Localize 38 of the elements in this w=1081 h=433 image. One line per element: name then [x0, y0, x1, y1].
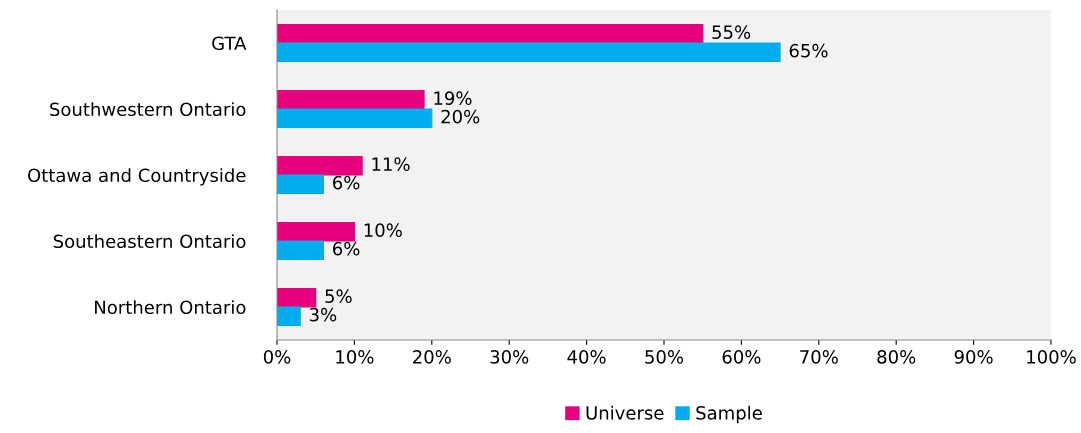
x-tick-label: 60%: [722, 350, 761, 364]
x-tick-label: 20%: [413, 350, 451, 364]
legend-label: Universe: [586, 405, 664, 420]
x-tick-label: 80%: [877, 350, 916, 364]
y-tick-label: Ottawa and Countryside: [28, 168, 246, 186]
bar: [277, 174, 324, 195]
x-tick-label: 40%: [567, 350, 606, 364]
bar: [277, 23, 704, 44]
data-label: 20%: [441, 109, 480, 124]
bar: [277, 221, 355, 242]
data-label: 3%: [309, 307, 337, 322]
data-label: 65%: [789, 43, 828, 58]
bar: [277, 155, 363, 176]
y-tick-label: GTA: [212, 36, 247, 51]
x-tick-label: 50%: [645, 350, 684, 364]
data-label: 5%: [325, 289, 352, 303]
y-tick-label: Southeastern Ontario: [53, 234, 246, 249]
data-label: 6%: [333, 241, 360, 256]
x-tick-label: 100%: [1027, 350, 1076, 364]
bar: [277, 240, 324, 261]
data-label: 11%: [372, 157, 410, 171]
data-label: 6%: [333, 175, 360, 190]
legend-label: Sample: [696, 405, 762, 424]
x-tick-label: 0%: [263, 350, 291, 364]
data-label: 10%: [364, 223, 402, 237]
y-tick-label: Northern Ontario: [95, 300, 246, 315]
bar: [277, 287, 317, 308]
data-label: 55%: [712, 25, 751, 39]
y-tick-label: Southwestern Ontario: [50, 102, 246, 117]
bar: [277, 89, 425, 110]
x-tick-label: 30%: [490, 350, 529, 364]
bar: [277, 42, 781, 63]
x-tick-label: 90%: [954, 350, 993, 364]
bar: [277, 306, 301, 327]
bar: [277, 108, 433, 129]
data-label: 19%: [434, 91, 472, 105]
x-tick-label: 70%: [800, 350, 838, 364]
x-tick-label: 10%: [336, 350, 374, 364]
